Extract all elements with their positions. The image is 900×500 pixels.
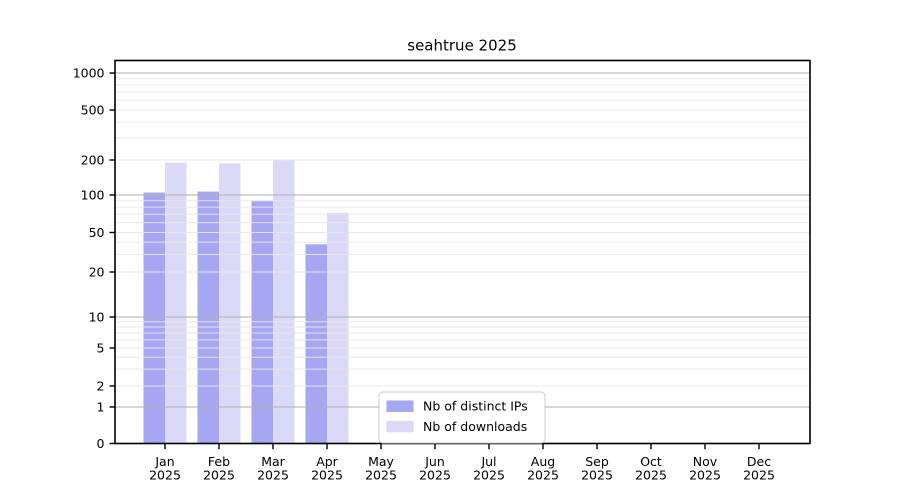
x-tick-label-month-sep: Sep (585, 454, 609, 469)
y-tick-label-2: 2 (97, 378, 105, 393)
bars-layer (143, 160, 349, 444)
x-tick-label-month-dec: Dec (747, 454, 771, 469)
x-tick-label-year-oct: 2025 (635, 468, 667, 483)
legend-swatch-distinct-ips (386, 400, 414, 412)
legend: Nb of distinct IPs Nb of downloads (378, 391, 546, 444)
y-tick-label-1000: 1000 (73, 65, 105, 80)
y-tick-label-5: 5 (97, 340, 105, 355)
grid-layer (115, 72, 810, 408)
x-tick-label-month-nov: Nov (693, 454, 718, 469)
x-tick-label-month-jan: Jan (154, 454, 174, 469)
y-tick-label-10: 10 (89, 309, 105, 324)
y-tick-label-0: 0 (97, 436, 105, 451)
x-tick-label-year-apr: 2025 (311, 468, 343, 483)
x-tick-label-year-jun: 2025 (419, 468, 451, 483)
x-tick-label-year-feb: 2025 (203, 468, 235, 483)
x-tick-label-month-aug: Aug (531, 454, 555, 469)
x-tick-label-year-mar: 2025 (257, 468, 289, 483)
y-tick-label-1: 1 (97, 399, 105, 414)
x-tick-label-month-jun: Jun (424, 454, 445, 469)
legend-swatch-downloads (386, 420, 414, 433)
x-tick-label-year-nov: 2025 (689, 468, 721, 483)
bar-downloads-jan (165, 162, 187, 444)
x-tick-label-month-mar: Mar (261, 454, 285, 469)
x-tick-label-year-jan: 2025 (149, 468, 181, 483)
x-tick-label-year-sep: 2025 (581, 468, 613, 483)
x-tick-label-month-feb: Feb (208, 454, 230, 469)
x-tick-label-month-apr: Apr (316, 454, 338, 469)
x-tick-label-year-aug: 2025 (527, 468, 559, 483)
legend-label-downloads: Nb of downloads (423, 419, 527, 434)
y-tick-label-50: 50 (89, 225, 105, 240)
legend-box (378, 391, 546, 444)
bar-distinct-ips-apr (305, 244, 327, 444)
x-tick-label-year-may: 2025 (365, 468, 397, 483)
legend-label-distinct-ips: Nb of distinct IPs (423, 399, 528, 414)
bar-downloads-feb (219, 163, 241, 444)
y-tick-label-500: 500 (81, 102, 105, 117)
x-tick-label-month-jul: Jul (480, 454, 496, 469)
x-tick-label-month-may: May (368, 454, 394, 469)
bar-distinct-ips-jan (143, 192, 165, 444)
x-tick-label-year-dec: 2025 (743, 468, 775, 483)
bar-downloads-apr (327, 212, 349, 444)
x-tick-label-year-jul: 2025 (473, 468, 505, 483)
y-tick-label-200: 200 (81, 152, 105, 167)
y-tick-label-20: 20 (89, 264, 105, 279)
y-tick-label-100: 100 (81, 187, 105, 202)
chart-title: seahtrue 2025 (407, 37, 516, 55)
x-tick-label-month-oct: Oct (640, 454, 662, 469)
axes-ticks-layer: 01251020501002005001000Jan2025Feb2025Mar… (73, 65, 775, 482)
bar-downloads-mar (273, 160, 295, 444)
